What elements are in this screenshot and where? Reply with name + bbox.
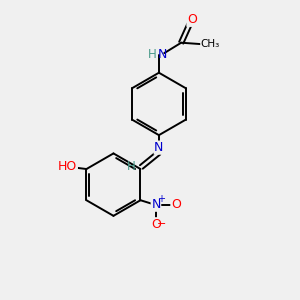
Text: O: O: [171, 198, 181, 211]
Text: HO: HO: [58, 160, 77, 173]
Text: H: H: [148, 48, 157, 62]
Text: N: N: [154, 141, 164, 154]
Text: CH₃: CH₃: [201, 39, 220, 49]
Text: O: O: [151, 218, 161, 231]
Text: N: N: [151, 198, 160, 211]
Text: N: N: [158, 48, 167, 62]
Text: O: O: [187, 13, 197, 26]
Text: +: +: [157, 194, 165, 204]
Text: −: −: [157, 219, 167, 229]
Text: H: H: [127, 160, 136, 173]
